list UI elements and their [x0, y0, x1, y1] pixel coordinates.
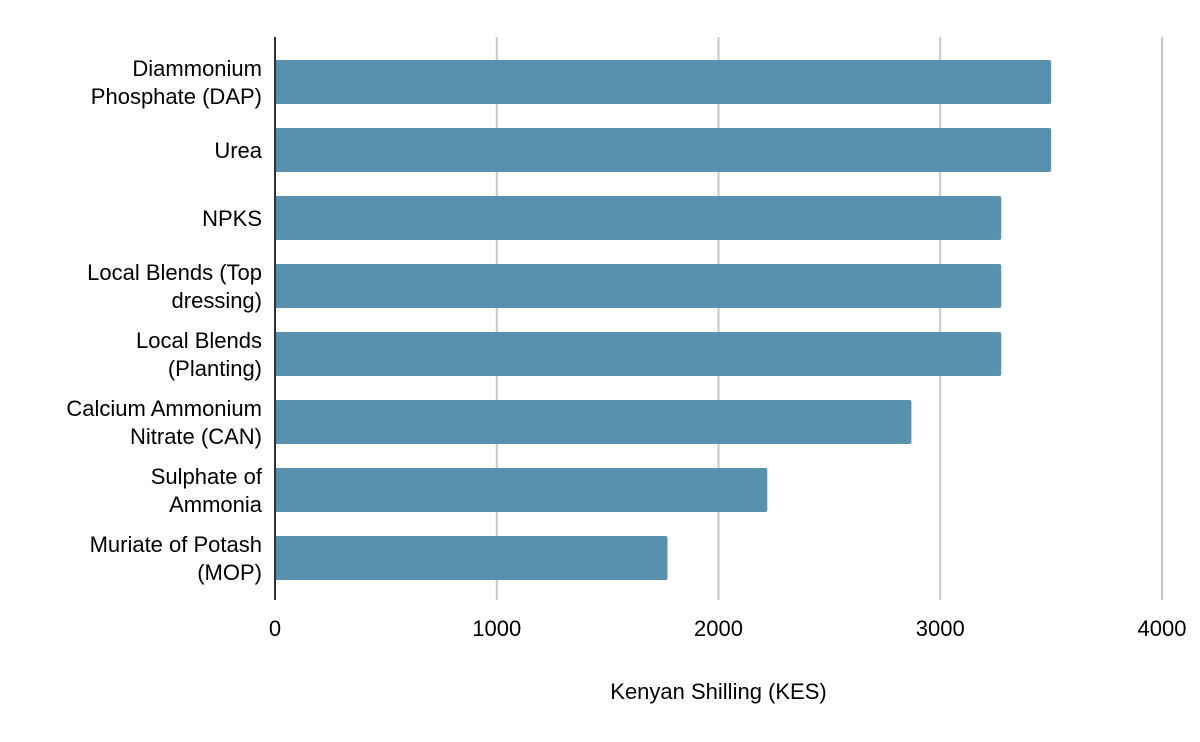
- bar-3: [275, 264, 1002, 308]
- bar-5: [275, 400, 912, 444]
- category-label-3: Local Blends (Top dressing): [87, 260, 262, 313]
- x-tick-label-2000: 2000: [694, 616, 743, 641]
- bar-0: [275, 60, 1052, 104]
- category-label-line: Ammonia: [169, 492, 263, 517]
- category-label-2: NPKS: [202, 206, 262, 231]
- category-label-1: Urea: [214, 138, 262, 163]
- category-label-line: Local Blends (Top: [87, 260, 262, 285]
- category-label-line: (MOP): [197, 560, 262, 585]
- bars: [275, 60, 1052, 580]
- category-label-line: (Planting): [168, 356, 262, 381]
- category-label-5: Calcium Ammonium Nitrate (CAN): [66, 396, 262, 449]
- x-tick-label-1000: 1000: [472, 616, 521, 641]
- category-label-line: Nitrate (CAN): [130, 424, 262, 449]
- category-label-line: Muriate of Potash: [90, 532, 262, 557]
- category-label-line: dressing): [172, 288, 262, 313]
- bar-1: [275, 128, 1052, 172]
- category-label-line: Local Blends: [136, 328, 262, 353]
- category-label-line: Urea: [214, 138, 262, 163]
- gridlines: [495, 37, 1163, 600]
- bar-7: [275, 536, 668, 580]
- category-label-6: Sulphate of Ammonia: [151, 464, 263, 517]
- bar-4: [275, 332, 1002, 376]
- bar-2: [275, 196, 1002, 240]
- category-labels: Diammonium Phosphate (DAP) Urea NPKS Local B…: [66, 56, 262, 585]
- category-label-0: Diammonium Phosphate (DAP): [91, 56, 262, 109]
- bar-6: [275, 468, 768, 512]
- category-label-line: Sulphate of: [151, 464, 263, 489]
- category-label-line: Diammonium: [132, 56, 262, 81]
- x-axis-title: Kenyan Shilling (KES): [610, 679, 826, 704]
- category-label-line: NPKS: [202, 206, 262, 231]
- category-label-line: Calcium Ammonium: [66, 396, 262, 421]
- x-tick-label-4000: 4000: [1138, 616, 1187, 641]
- x-tick-label-3000: 3000: [916, 616, 965, 641]
- x-tick-label-0: 0: [269, 616, 281, 641]
- x-tick-labels: 0 1000 2000 3000 4000: [269, 616, 1187, 641]
- category-label-line: Phosphate (DAP): [91, 84, 262, 109]
- category-label-7: Muriate of Potash (MOP): [90, 532, 262, 585]
- category-label-4: Local Blends (Planting): [136, 328, 262, 381]
